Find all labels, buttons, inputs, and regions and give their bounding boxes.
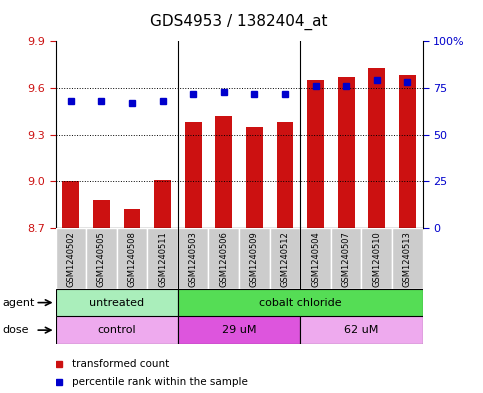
Bar <box>246 127 263 228</box>
Bar <box>117 228 147 289</box>
Text: control: control <box>98 325 136 335</box>
Bar <box>147 228 178 289</box>
Bar <box>56 316 178 344</box>
Bar <box>361 228 392 289</box>
Bar <box>56 228 86 289</box>
Bar <box>178 228 209 289</box>
Bar <box>56 289 178 316</box>
Text: GSM1240504: GSM1240504 <box>311 231 320 287</box>
Bar <box>300 316 423 344</box>
Text: GSM1240511: GSM1240511 <box>158 231 167 287</box>
Bar <box>154 180 171 228</box>
Bar <box>239 228 270 289</box>
Bar <box>178 316 300 344</box>
Text: GSM1240505: GSM1240505 <box>97 231 106 287</box>
Bar <box>369 68 385 228</box>
Text: GSM1240510: GSM1240510 <box>372 231 381 287</box>
Text: GSM1240506: GSM1240506 <box>219 231 228 287</box>
Text: GSM1240509: GSM1240509 <box>250 231 259 287</box>
Bar <box>399 75 416 228</box>
Bar <box>124 209 141 228</box>
Bar <box>277 122 293 228</box>
Text: dose: dose <box>2 325 29 335</box>
Bar <box>62 181 79 228</box>
Text: percentile rank within the sample: percentile rank within the sample <box>72 377 248 387</box>
Text: GSM1240507: GSM1240507 <box>341 231 351 287</box>
Bar <box>86 228 117 289</box>
Bar <box>300 228 331 289</box>
Bar <box>185 122 201 228</box>
Bar <box>338 77 355 228</box>
Text: untreated: untreated <box>89 298 144 308</box>
Text: GSM1240502: GSM1240502 <box>66 231 75 287</box>
Bar <box>209 228 239 289</box>
Text: transformed count: transformed count <box>72 359 170 369</box>
Bar <box>307 80 324 228</box>
Text: 29 uM: 29 uM <box>222 325 256 335</box>
Bar <box>178 289 423 316</box>
Text: 62 uM: 62 uM <box>344 325 379 335</box>
Text: GSM1240508: GSM1240508 <box>128 231 137 287</box>
Bar <box>331 228 361 289</box>
Bar <box>215 116 232 228</box>
Bar <box>392 228 423 289</box>
Text: GSM1240503: GSM1240503 <box>189 231 198 287</box>
Text: agent: agent <box>2 298 35 308</box>
Text: cobalt chloride: cobalt chloride <box>259 298 341 308</box>
Bar <box>270 228 300 289</box>
Text: GSM1240513: GSM1240513 <box>403 231 412 287</box>
Text: GDS4953 / 1382404_at: GDS4953 / 1382404_at <box>150 14 328 30</box>
Bar <box>93 200 110 228</box>
Text: GSM1240512: GSM1240512 <box>281 231 289 287</box>
